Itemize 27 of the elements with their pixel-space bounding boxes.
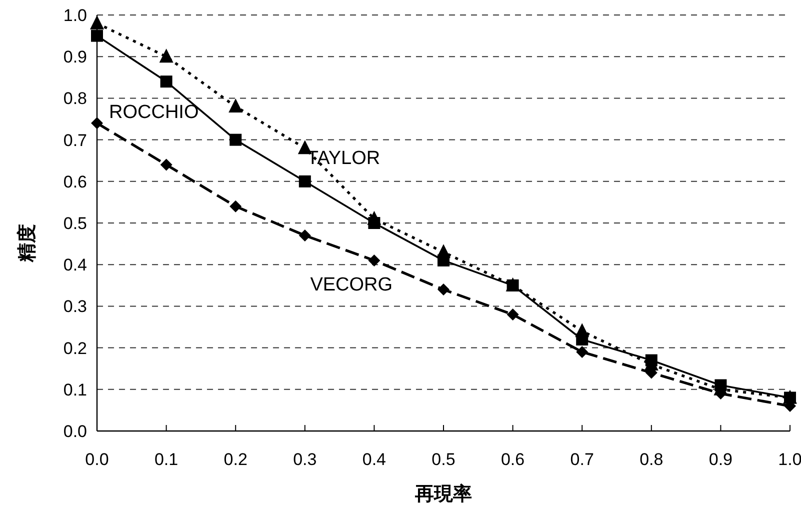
x-tick-label: 0.8	[640, 450, 664, 469]
x-tick-label: 0.1	[154, 450, 178, 469]
x-tick-label: 0.3	[293, 450, 317, 469]
x-tick-label: 0.9	[708, 450, 733, 469]
y-tick-label: 0.0	[63, 422, 87, 441]
y-tick-label: 0.7	[63, 130, 87, 150]
y-axis-title: 精度	[16, 224, 38, 263]
x-tick-label: 0.7	[570, 450, 594, 469]
y-tick-label: 0.3	[63, 297, 87, 316]
x-axis-title: 再現率	[414, 483, 472, 505]
series-label: ROCCHIO	[109, 102, 199, 123]
y-tick-label: 0.4	[63, 256, 87, 275]
x-tick-label: 0.5	[432, 450, 456, 469]
y-tick-label: 0.8	[63, 89, 87, 108]
x-tick-label: 0.0	[85, 450, 109, 469]
y-tick-label: 0.1	[63, 380, 87, 400]
x-tick-label: 0.2	[224, 450, 248, 469]
y-tick-label: 1.0	[63, 6, 87, 25]
series-label: VECORG	[310, 274, 393, 296]
y-tick-label: 0.2	[63, 338, 87, 358]
x-tick-label: 0.4	[362, 450, 386, 469]
x-tick-label: 0.6	[500, 450, 525, 469]
y-tick-label: 0.5	[63, 214, 87, 233]
y-tick-label: 0.6	[63, 172, 87, 192]
y-tick-label: 0.9	[63, 48, 87, 67]
x-tick-label: 1.0	[778, 450, 801, 469]
series-label: TAYLOR	[306, 148, 380, 170]
